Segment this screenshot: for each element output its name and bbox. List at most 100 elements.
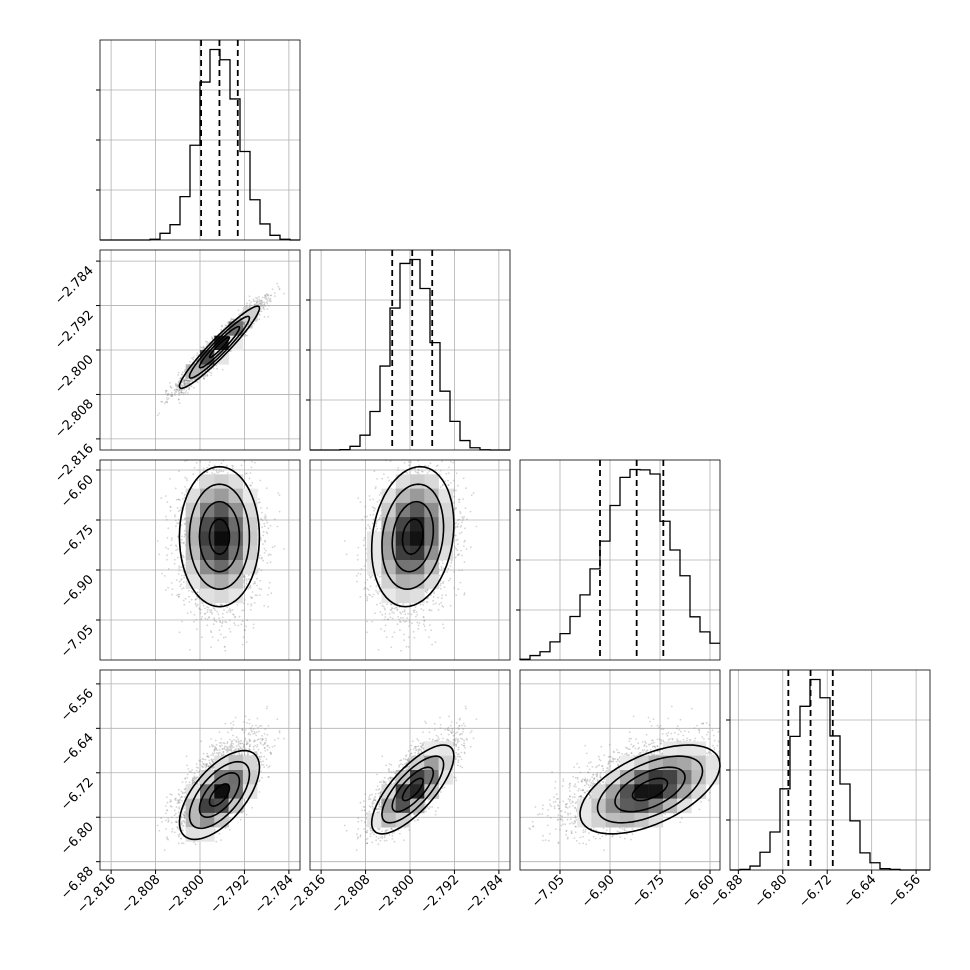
sample-point xyxy=(203,377,205,380)
sample-point xyxy=(185,383,188,386)
sample-point xyxy=(192,473,195,476)
sample-point xyxy=(184,382,187,385)
sample-point xyxy=(180,583,183,586)
sample-point xyxy=(215,470,218,473)
sample-point xyxy=(189,611,192,614)
sample-point xyxy=(174,384,177,387)
sample-point xyxy=(273,295,276,297)
sample-point xyxy=(170,395,173,398)
sample-point xyxy=(208,461,211,463)
sample-point xyxy=(156,414,159,417)
sample-point xyxy=(174,383,177,386)
sample-point xyxy=(261,296,264,299)
sample-point xyxy=(250,301,253,303)
sample-point xyxy=(241,643,244,646)
sample-point xyxy=(201,616,204,618)
sample-point xyxy=(205,340,208,343)
sample-point xyxy=(183,379,186,381)
sample-point xyxy=(259,539,262,542)
sample-point xyxy=(231,318,233,321)
sample-point xyxy=(194,598,197,601)
sample-point xyxy=(173,562,176,565)
sample-point xyxy=(180,566,183,569)
sample-point xyxy=(265,519,268,522)
sample-point xyxy=(253,304,256,306)
sample-point xyxy=(260,537,262,540)
sample-point xyxy=(240,623,243,626)
sample-point xyxy=(276,282,279,285)
sample-point xyxy=(183,380,186,383)
sample-point xyxy=(204,375,207,377)
sample-point xyxy=(164,390,167,393)
sample-point xyxy=(190,598,193,601)
sample-point xyxy=(165,400,167,403)
sample-point xyxy=(217,639,220,642)
sample-point xyxy=(176,388,179,391)
sample-point xyxy=(208,464,211,467)
sample-point xyxy=(247,587,250,590)
sample-point xyxy=(278,287,281,290)
sample-point xyxy=(165,392,167,394)
sample-point xyxy=(170,582,173,584)
sample-point xyxy=(206,466,209,469)
sample-point xyxy=(173,558,176,561)
sample-point xyxy=(171,552,173,555)
sample-point xyxy=(283,292,285,295)
sample-point xyxy=(237,309,240,311)
sample-point xyxy=(204,617,207,620)
sample-point xyxy=(178,394,181,397)
sample-point xyxy=(161,572,164,575)
sample-point xyxy=(241,319,243,322)
sample-point xyxy=(194,603,197,606)
sample-point xyxy=(261,305,263,308)
sample-point xyxy=(180,373,183,376)
sample-point xyxy=(261,301,263,304)
sample-point xyxy=(183,388,186,391)
sample-point xyxy=(222,470,225,473)
sample-point xyxy=(268,587,270,589)
panel-frame xyxy=(519,459,721,661)
sample-point xyxy=(177,519,180,521)
sample-point xyxy=(175,382,177,385)
sample-point xyxy=(256,584,258,587)
sample-point xyxy=(169,478,171,480)
sample-point xyxy=(254,300,256,302)
sample-point xyxy=(267,605,270,608)
sample-point xyxy=(268,300,271,303)
sample-point xyxy=(220,470,223,473)
sample-point xyxy=(165,397,168,399)
density-cell xyxy=(185,364,201,379)
sample-point xyxy=(183,494,186,496)
sample-point xyxy=(185,379,187,381)
sample-point xyxy=(220,633,222,636)
sample-point xyxy=(269,524,272,527)
sample-point xyxy=(184,476,187,479)
sample-point xyxy=(226,606,229,608)
sample-point xyxy=(177,374,180,376)
sample-point xyxy=(174,515,176,518)
sample-point xyxy=(223,645,226,648)
sample-point xyxy=(249,303,251,305)
sample-point xyxy=(208,616,211,618)
sample-point xyxy=(177,398,180,401)
panel-frame xyxy=(99,39,301,241)
sample-point xyxy=(158,412,161,415)
sample-point xyxy=(232,318,235,321)
sample-point xyxy=(227,321,229,323)
sample-point xyxy=(241,620,244,622)
sample-point xyxy=(177,385,179,388)
sample-point xyxy=(181,587,183,590)
sample-point xyxy=(215,620,218,623)
sample-point xyxy=(210,372,213,374)
sample-point xyxy=(166,558,168,561)
sample-point xyxy=(210,631,213,634)
sample-point xyxy=(179,509,181,512)
sample-point xyxy=(171,588,174,590)
sample-point xyxy=(259,554,261,557)
sample-point xyxy=(231,609,234,611)
sample-point xyxy=(277,492,280,494)
sample-point xyxy=(182,599,185,602)
sample-point xyxy=(165,515,167,518)
sample-point xyxy=(170,539,173,542)
